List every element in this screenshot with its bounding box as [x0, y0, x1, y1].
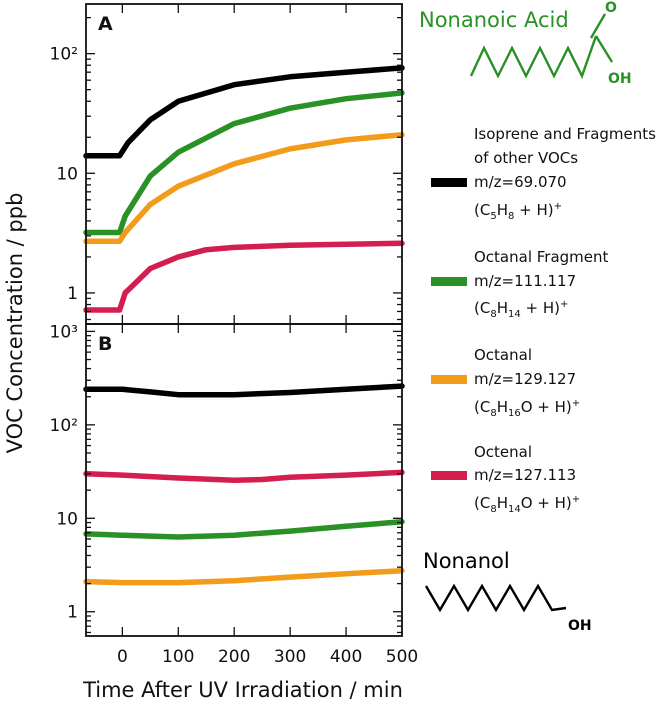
formula-sub: 8: [490, 504, 497, 515]
legend-mz: m/z=129.127: [474, 370, 577, 388]
legend-name-line: Octenal: [474, 443, 533, 461]
formula-sup: +: [571, 494, 581, 505]
series-line-b-1: [83, 518, 405, 540]
legend-swatch: [431, 277, 467, 286]
x-tick-label: 200: [218, 647, 250, 667]
series-line-b-0: [83, 383, 405, 398]
acid-double-bond: [589, 13, 607, 39]
series-line-a-3: [83, 240, 405, 313]
x-axis-label: Time After UV Irradiation / min: [82, 678, 403, 702]
formula-text: + H): [514, 201, 554, 219]
legend-formula: (C8H14O + H)+: [474, 489, 580, 521]
y-tick-label: 10²: [50, 45, 78, 65]
panel-label: B: [98, 333, 112, 355]
plot-frame: [85, 323, 403, 637]
series-line-a-2: [83, 131, 405, 245]
formula-text: (C: [474, 398, 491, 416]
acid-oh-bond: [594, 35, 614, 63]
legend-formula: (C8H16O + H)+: [474, 393, 580, 425]
series-line-a-0: [83, 65, 405, 159]
axis-text: VOC Concentration / ppb Time After UV Ir…: [3, 193, 403, 702]
x-tick-label: 300: [274, 647, 306, 667]
alcohol-structure-title: Nonanol: [423, 549, 510, 573]
y-tick-label: 1: [67, 603, 78, 623]
acid-chain: [469, 35, 598, 80]
formula-text: O: [520, 494, 533, 512]
series-line-a-1: [83, 90, 405, 236]
panel-a: 1 10 10² A: [50, 3, 405, 325]
legend-name-line: Octanal Fragment: [474, 248, 609, 266]
series-line-b-3: [83, 469, 405, 484]
legend-mz: m/z=111.117: [474, 272, 577, 290]
legend-name: Octenal: [474, 441, 532, 463]
formula-text: O: [520, 398, 533, 416]
y-tick-label: 10: [56, 509, 78, 529]
formula-text: H: [496, 201, 508, 219]
legend-swatch: [431, 178, 467, 187]
formula-sup: +: [559, 299, 569, 310]
panel-b: 1 10 10² 10³ B: [50, 322, 405, 637]
legend-formula: (C8H14 + H)+: [474, 294, 568, 326]
formula-text: + H): [520, 299, 560, 317]
formula-text: (C: [474, 299, 491, 317]
y-axis-label: VOC Concentration / ppb: [3, 193, 27, 454]
y-tick-label: 1: [67, 284, 78, 304]
acid-structure-title: Nonanoic Acid: [419, 8, 569, 32]
formula-sup: +: [571, 398, 581, 409]
formula-text: + H): [532, 398, 572, 416]
legend-name-line: Isoprene and Fragments: [474, 125, 656, 143]
legend-swatch: [431, 375, 467, 384]
formula-text: H: [496, 494, 508, 512]
formula-sub: 5: [490, 211, 497, 222]
x-tick-label: 500: [386, 647, 418, 667]
chart-panels: 1 10 10² A 1 10 10² 10³ B 0 100 200 300 400 500: [50, 3, 418, 667]
formula-text: + H): [532, 494, 572, 512]
formula-sup: +: [553, 201, 562, 212]
legend-name: Octanal: [474, 344, 532, 366]
legend-name-line: of other VOCs: [474, 149, 579, 167]
y-tick-label: 10²: [50, 416, 78, 436]
legend-name: Isoprene and Fragments: [474, 123, 656, 145]
y-tick-label: 10³: [50, 322, 78, 342]
alcohol-chain: [424, 583, 567, 613]
alcohol-oh-label: OH: [568, 618, 592, 634]
series-line-b-2: [83, 567, 405, 586]
formula-text: (C: [474, 201, 491, 219]
formula-sub: 8: [490, 309, 497, 320]
formula-text: (C: [474, 494, 491, 512]
formula-sub: 14: [507, 309, 521, 320]
legend-swatch: [431, 471, 467, 480]
legend-name: of other VOCs: [474, 147, 578, 169]
nonanoic-acid-structure: Nonanoic Acid O OH: [419, 0, 632, 87]
formula-sub: 8: [507, 211, 515, 222]
formula-sub: 16: [507, 408, 521, 419]
acid-o-label: O: [605, 0, 617, 16]
x-tick-label: 400: [330, 647, 362, 667]
formula-text: H: [496, 398, 508, 416]
legend-name: Octanal Fragment: [474, 246, 608, 268]
legend-mz: m/z=69.070: [474, 173, 567, 191]
x-tick-label: 0: [117, 647, 128, 667]
nonanol-structure: Nonanol OH: [423, 549, 592, 634]
panel-label: A: [98, 13, 113, 35]
y-tick-label: 10: [56, 164, 78, 184]
legend-name-line: Octanal: [474, 346, 532, 364]
legend-formula: (C5H8 + H)+: [474, 196, 562, 228]
acid-oh-label: OH: [608, 71, 632, 87]
formula-sub: 14: [507, 504, 521, 515]
formula-text: H: [496, 299, 508, 317]
x-tick-label: 100: [162, 647, 194, 667]
formula-sub: 8: [490, 408, 497, 419]
legend-mz: m/z=127.113: [474, 466, 577, 484]
